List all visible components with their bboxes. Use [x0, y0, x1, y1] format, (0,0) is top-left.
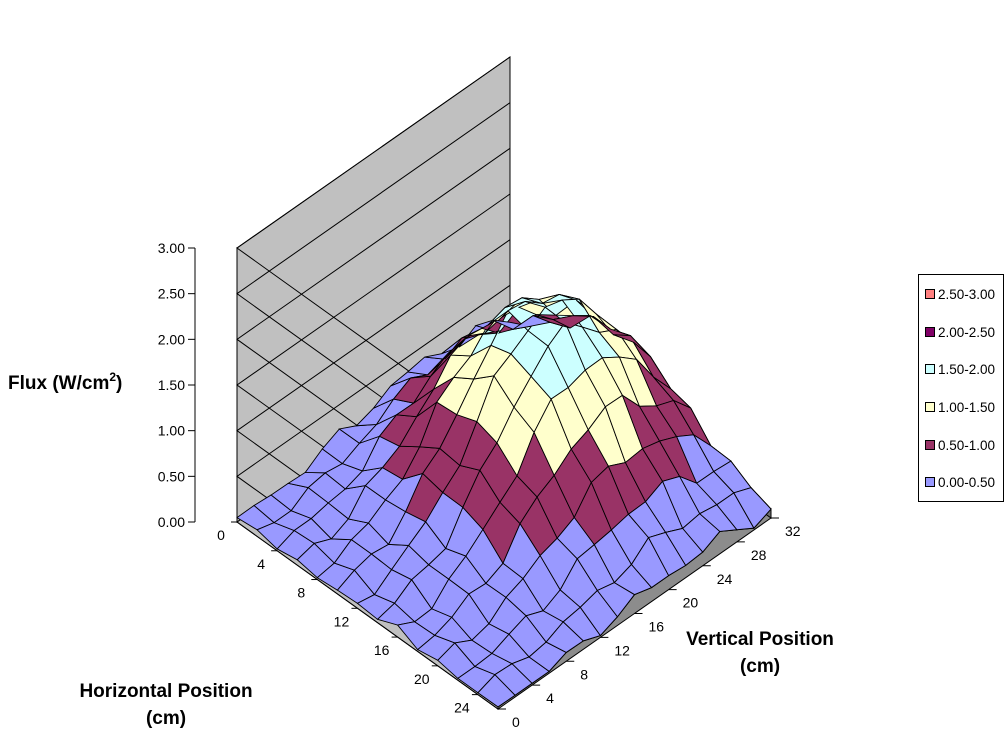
z-axis-title: Flux (W/cm2): [8, 370, 122, 394]
legend-swatch: [925, 440, 935, 450]
x-tick-label: 24: [454, 700, 470, 716]
axis-ticks: 0.00 0.50 1.00 1.50 2.00 2.50 3.00 0 4 8 12 16 20 24 0…: [158, 240, 801, 730]
legend-label: 2.00-2.50: [938, 324, 996, 340]
y-tick-label: 16: [649, 619, 665, 635]
x-tick-label: 12: [334, 613, 350, 629]
legend-label: 1.50-2.00: [938, 361, 996, 377]
x-tick-label: 0: [217, 527, 225, 543]
legend-swatch: [925, 364, 935, 374]
z-tick-label: 3.00: [158, 240, 185, 256]
y-tick-label: 4: [546, 690, 554, 706]
legend-label: 0.50-1.00: [938, 437, 996, 453]
legend-label: 2.50-3.00: [938, 286, 996, 302]
z-tick-label: 1.00: [158, 423, 185, 439]
legend: 2.50-3.00 2.00-2.50 1.50-2.00 1.00-1.50 …: [918, 274, 1004, 502]
y-tick-label: 20: [683, 595, 699, 611]
legend-swatch: [925, 477, 935, 487]
surface-mesh: [236, 293, 772, 708]
legend-item: 2.00-2.50: [925, 324, 995, 340]
y-tick-label: 0: [512, 714, 520, 730]
legend-item: 1.00-1.50: [925, 399, 995, 415]
x-tick-label: 16: [374, 642, 390, 658]
legend-swatch: [925, 402, 935, 412]
z-tick-label: 2.50: [158, 286, 185, 302]
y-tick-label: 12: [614, 642, 630, 658]
x-tick-label: 20: [414, 671, 430, 687]
legend-item: 2.50-3.00: [925, 286, 995, 302]
x-tick-label: 4: [257, 556, 265, 572]
legend-swatch: [925, 289, 935, 299]
legend-item: 0.00-0.50: [925, 474, 995, 490]
legend-label: 1.00-1.50: [938, 399, 996, 415]
legend-item: 1.50-2.00: [925, 361, 995, 377]
legend-item: 0.50-1.00: [925, 437, 995, 453]
x-axis-title-line1: Horizontal Position: [79, 681, 252, 702]
y-axis-title-line1: Vertical Position: [686, 629, 834, 650]
legend-label: 0.00-0.50: [938, 474, 996, 490]
y-tick-label: 32: [785, 523, 801, 539]
z-tick-label: 2.00: [158, 331, 185, 347]
y-axis-title-line2: (cm): [740, 656, 780, 677]
x-axis-title-line2: (cm): [146, 708, 186, 729]
z-tick-label: 0.00: [158, 514, 185, 530]
z-tick-label: 1.50: [158, 377, 185, 393]
legend-swatch: [925, 327, 935, 337]
x-tick-label: 8: [297, 585, 305, 601]
y-tick-label: 24: [717, 571, 733, 587]
z-tick-label: 0.50: [158, 468, 185, 484]
y-tick-label: 28: [751, 547, 767, 563]
y-tick-label: 8: [580, 666, 588, 682]
surface-cell: [733, 487, 772, 529]
